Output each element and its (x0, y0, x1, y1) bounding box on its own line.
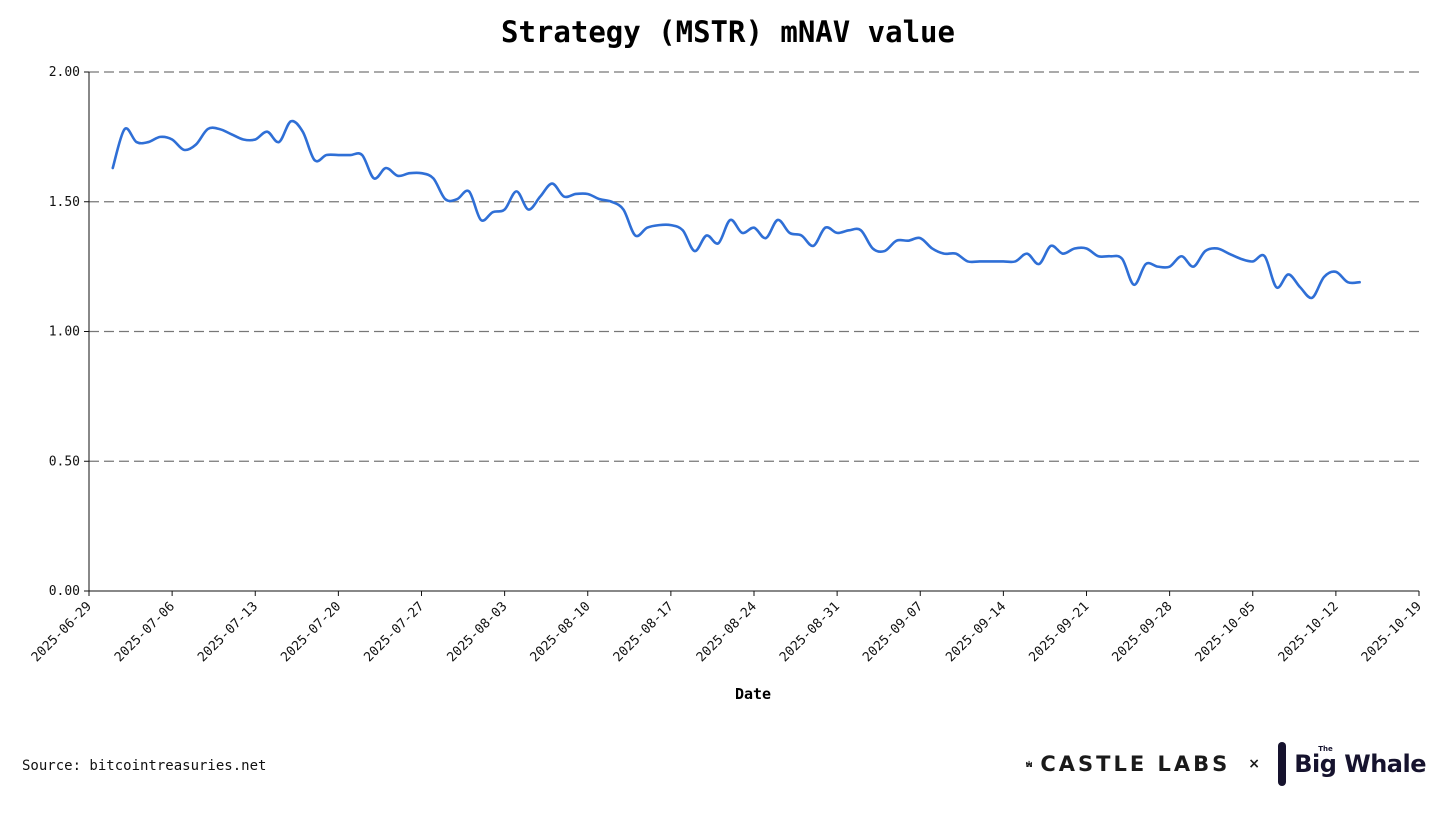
y-ticks: 0.00 0.50 1.00 1.50 2.00 (49, 65, 89, 599)
x-ticks: 2025-06-29 2025-07-06 2025-07-13 2025-07-20… (29, 591, 1425, 665)
x-tick-label: 2025-08-31 (777, 599, 843, 665)
y-tick-label: 1.50 (49, 195, 80, 210)
castle-icon (1026, 760, 1033, 767)
y-tick-label: 1.00 (49, 325, 80, 340)
logos: CASTLE LABS × The Big Whale (1026, 738, 1426, 790)
x-tick-label: 2025-07-06 (112, 599, 178, 665)
x-tick-label: 2025-07-20 (278, 599, 344, 665)
big-whale-logo-icon (1272, 742, 1287, 786)
y-tick-label: 2.00 (49, 65, 80, 80)
x-tick-label: 2025-10-05 (1193, 599, 1259, 665)
big-whale-logo-text: The Big Whale (1294, 745, 1426, 778)
x-tick-label: 2025-09-21 (1026, 599, 1092, 665)
x-tick-label: 2025-06-29 (29, 599, 95, 665)
x-tick-label: 2025-10-12 (1276, 599, 1342, 665)
x-axis-label: Date (735, 685, 771, 703)
x-tick-label: 2025-10-19 (1359, 599, 1425, 665)
x-tick-label: 2025-09-07 (860, 599, 926, 665)
y-tick-label: 0.50 (49, 454, 80, 469)
x-tick-label: 2025-07-13 (195, 599, 261, 665)
chart: Strategy (MSTR) mNAV value 0.00 0.50 1.00 1… (29, 15, 1425, 703)
x-tick-label: 2025-07-27 (361, 599, 427, 665)
x-tick-label: 2025-08-10 (528, 599, 594, 665)
collab-times-sign: × (1248, 756, 1260, 772)
series-line-mnav (111, 119, 1361, 300)
x-tick-label: 2025-08-03 (444, 599, 510, 665)
big-whale-name: Big Whale (1294, 750, 1426, 778)
x-tick-label: 2025-08-17 (611, 599, 677, 665)
grid (89, 71, 1419, 462)
castle-labs-logo-text: CASTLE LABS (1040, 752, 1231, 776)
x-tick-label: 2025-09-14 (943, 599, 1009, 665)
source-text: Source: bitcointreasuries.net (22, 758, 267, 774)
whale-dot (1272, 772, 1278, 777)
x-tick-label: 2025-08-24 (694, 599, 760, 665)
x-tick-label: 2025-09-28 (1109, 599, 1175, 665)
big-whale-the: The (1318, 745, 1333, 753)
series (111, 119, 1361, 300)
chart-title: Strategy (MSTR) mNAV value (501, 15, 955, 49)
y-tick-label: 0.00 (49, 584, 80, 599)
